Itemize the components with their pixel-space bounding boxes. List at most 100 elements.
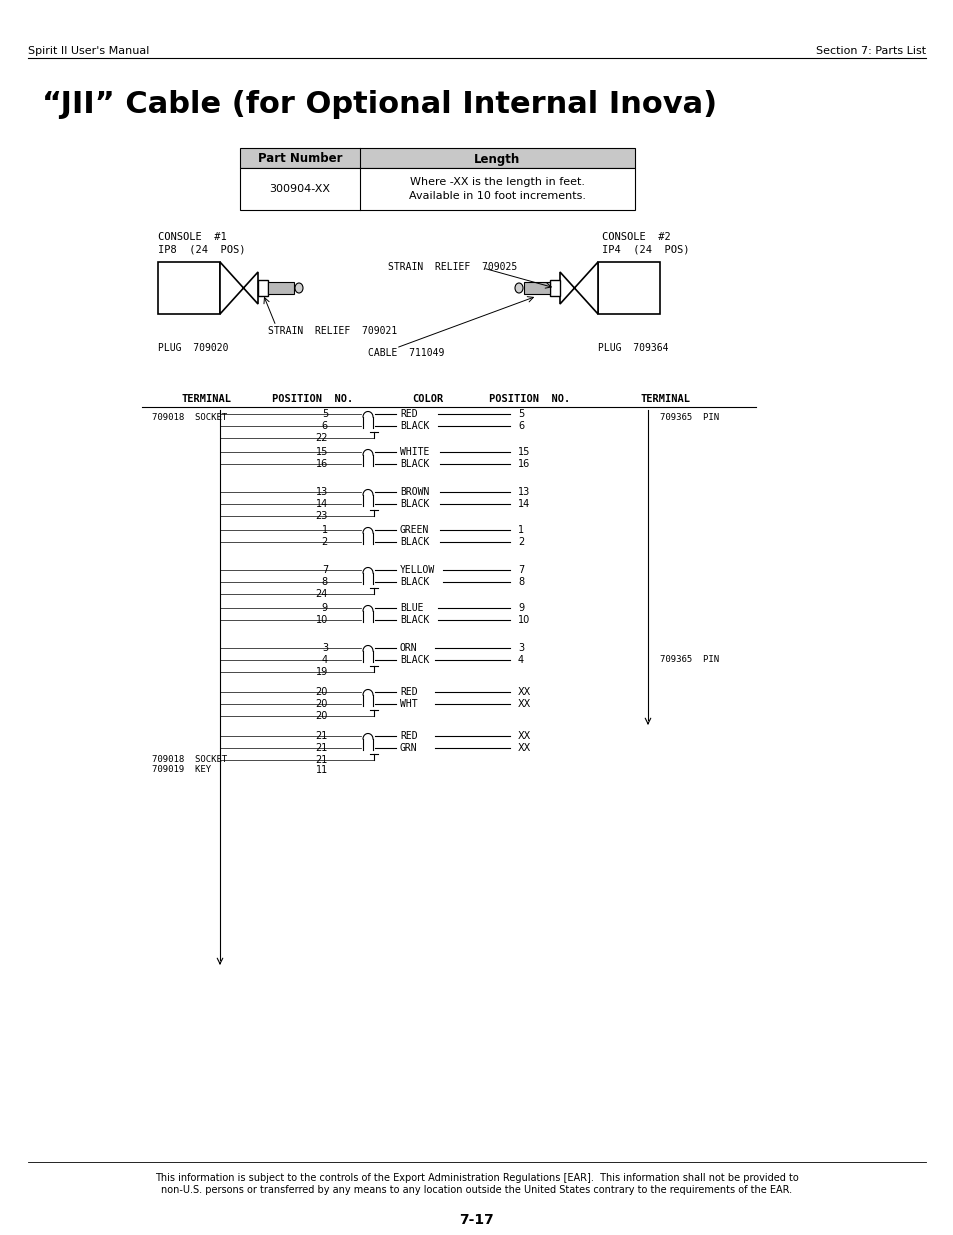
Text: ORN: ORN: [399, 643, 417, 653]
Text: Spirit II User's Manual: Spirit II User's Manual: [28, 46, 150, 56]
Text: CABLE  711049: CABLE 711049: [368, 348, 444, 358]
Text: 21: 21: [315, 743, 328, 753]
Text: CONSOLE  #1: CONSOLE #1: [158, 232, 227, 242]
Text: 709018  SOCKET: 709018 SOCKET: [152, 412, 227, 422]
Text: 8: 8: [517, 577, 523, 587]
Text: 15: 15: [517, 447, 530, 457]
Text: 5: 5: [517, 409, 524, 419]
Text: 14: 14: [315, 499, 328, 509]
Text: POSITION  NO.: POSITION NO.: [489, 394, 570, 404]
Bar: [240, 148, 635, 168]
Text: 24: 24: [315, 589, 328, 599]
Text: 20: 20: [315, 699, 328, 709]
Text: 21: 21: [315, 731, 328, 741]
Text: COLOR: COLOR: [412, 394, 443, 404]
Text: XX: XX: [517, 743, 531, 753]
Text: 3: 3: [517, 643, 523, 653]
Text: IP8  (24  POS): IP8 (24 POS): [158, 245, 245, 254]
Text: TERMINAL: TERMINAL: [182, 394, 232, 404]
Text: 11: 11: [315, 764, 328, 776]
Text: 709365  PIN: 709365 PIN: [659, 656, 719, 664]
Text: 300904-XX: 300904-XX: [269, 184, 330, 194]
Text: 10: 10: [315, 615, 328, 625]
Text: STRAIN  RELIEF  709021: STRAIN RELIEF 709021: [268, 326, 396, 336]
Polygon shape: [559, 262, 598, 314]
Text: RED: RED: [399, 409, 417, 419]
Text: 7: 7: [321, 564, 328, 576]
Text: POSITION  NO.: POSITION NO.: [273, 394, 354, 404]
Text: PLUG  709364: PLUG 709364: [598, 343, 668, 353]
Text: 4: 4: [517, 655, 523, 664]
Bar: [257, 280, 268, 296]
Text: WHITE: WHITE: [399, 447, 429, 457]
Text: 23: 23: [315, 511, 328, 521]
Text: 14: 14: [517, 499, 530, 509]
Ellipse shape: [294, 283, 303, 293]
Text: 7: 7: [517, 564, 524, 576]
Text: 21: 21: [315, 755, 328, 764]
Text: Section 7: Parts List: Section 7: Parts List: [815, 46, 925, 56]
Text: “JII” Cable (for Optional Internal Inova): “JII” Cable (for Optional Internal Inova…: [42, 90, 717, 119]
Text: BLACK: BLACK: [399, 537, 429, 547]
Text: This information is subject to the controls of the Export Administration Regulat: This information is subject to the contr…: [155, 1173, 798, 1194]
Text: CONSOLE  #2: CONSOLE #2: [601, 232, 670, 242]
Bar: [268, 282, 294, 294]
Text: XX: XX: [517, 687, 531, 697]
Text: RED: RED: [399, 687, 417, 697]
Text: PLUG  709020: PLUG 709020: [158, 343, 229, 353]
Text: XX: XX: [517, 699, 531, 709]
Text: YELLOW: YELLOW: [399, 564, 435, 576]
Text: BLUE: BLUE: [399, 603, 423, 613]
Bar: [158, 262, 220, 314]
Text: 1: 1: [517, 525, 523, 535]
Text: BLACK: BLACK: [399, 499, 429, 509]
Text: 2: 2: [321, 537, 328, 547]
Text: 20: 20: [315, 687, 328, 697]
Text: 13: 13: [517, 487, 530, 496]
Text: IP4  (24  POS): IP4 (24 POS): [601, 245, 689, 254]
Text: GREEN: GREEN: [399, 525, 429, 535]
Text: 9: 9: [517, 603, 523, 613]
Text: WHT: WHT: [399, 699, 417, 709]
Text: 16: 16: [315, 459, 328, 469]
Text: RED: RED: [399, 731, 417, 741]
Text: 15: 15: [315, 447, 328, 457]
Text: 8: 8: [321, 577, 328, 587]
Polygon shape: [220, 262, 257, 314]
Text: 16: 16: [517, 459, 530, 469]
Bar: [523, 282, 550, 294]
Bar: [598, 262, 659, 314]
Text: 7-17: 7-17: [459, 1213, 494, 1228]
Text: 2: 2: [517, 537, 524, 547]
Text: Part Number: Part Number: [257, 152, 342, 165]
Text: 5: 5: [321, 409, 328, 419]
Text: Where -XX is the length in feet.: Where -XX is the length in feet.: [410, 177, 584, 186]
Bar: [550, 280, 559, 296]
Ellipse shape: [515, 283, 522, 293]
Text: TERMINAL: TERMINAL: [640, 394, 690, 404]
Text: 20: 20: [315, 711, 328, 721]
Text: BLACK: BLACK: [399, 421, 429, 431]
Text: 13: 13: [315, 487, 328, 496]
Text: 3: 3: [321, 643, 328, 653]
Text: 6: 6: [517, 421, 523, 431]
Text: 9: 9: [321, 603, 328, 613]
Text: BLACK: BLACK: [399, 459, 429, 469]
Bar: [240, 168, 635, 210]
Text: 709019  KEY: 709019 KEY: [152, 766, 211, 774]
Text: Length: Length: [474, 152, 520, 165]
Text: GRN: GRN: [399, 743, 417, 753]
Text: 4: 4: [321, 655, 328, 664]
Text: XX: XX: [517, 731, 531, 741]
Text: 709018  SOCKET: 709018 SOCKET: [152, 756, 227, 764]
Text: 1: 1: [321, 525, 328, 535]
Text: STRAIN  RELIEF  709025: STRAIN RELIEF 709025: [388, 262, 517, 272]
Text: BLACK: BLACK: [399, 615, 429, 625]
Text: 22: 22: [315, 433, 328, 443]
Text: BLACK: BLACK: [399, 577, 429, 587]
Text: Available in 10 foot increments.: Available in 10 foot increments.: [409, 191, 585, 201]
Text: BROWN: BROWN: [399, 487, 429, 496]
Text: 709365  PIN: 709365 PIN: [659, 412, 719, 422]
Text: 6: 6: [321, 421, 328, 431]
Text: BLACK: BLACK: [399, 655, 429, 664]
